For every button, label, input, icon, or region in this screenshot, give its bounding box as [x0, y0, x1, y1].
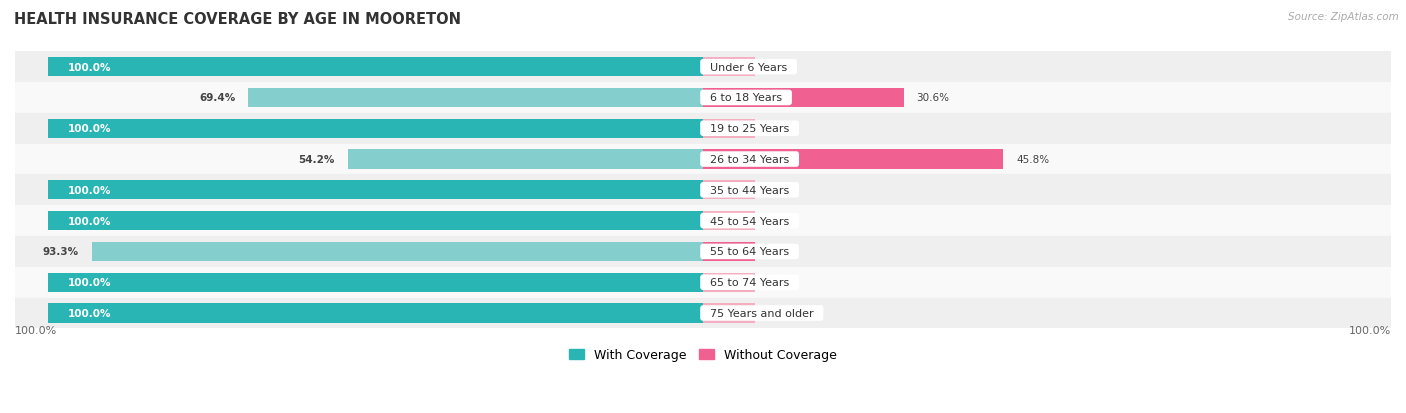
Text: 69.4%: 69.4% [198, 93, 235, 103]
Text: 0.0%: 0.0% [769, 62, 794, 72]
Text: HEALTH INSURANCE COVERAGE BY AGE IN MOORETON: HEALTH INSURANCE COVERAGE BY AGE IN MOOR… [14, 12, 461, 27]
Bar [15, 206, 1391, 237]
Bar [48, 273, 703, 292]
Bar [703, 119, 755, 138]
Text: 54.2%: 54.2% [298, 154, 335, 165]
Bar [15, 175, 1391, 206]
Bar [703, 181, 755, 200]
Text: 100.0%: 100.0% [67, 62, 111, 72]
Bar [703, 89, 904, 108]
Text: 19 to 25 Years: 19 to 25 Years [703, 124, 796, 134]
Bar [703, 58, 755, 77]
Bar [48, 181, 703, 200]
Bar [703, 211, 755, 230]
Text: 0.0%: 0.0% [769, 308, 794, 318]
Bar [703, 242, 755, 261]
Text: 0.0%: 0.0% [769, 124, 794, 134]
Text: 100.0%: 100.0% [67, 278, 111, 287]
Bar [48, 58, 703, 77]
Bar [91, 242, 703, 261]
Bar [15, 237, 1391, 267]
Text: 55 to 64 Years: 55 to 64 Years [703, 247, 796, 257]
Bar [15, 267, 1391, 298]
Text: 0.0%: 0.0% [769, 185, 794, 195]
Bar [15, 114, 1391, 144]
Text: 75 Years and older: 75 Years and older [703, 308, 821, 318]
Text: 45 to 54 Years: 45 to 54 Years [703, 216, 796, 226]
Text: 26 to 34 Years: 26 to 34 Years [703, 154, 796, 165]
Bar [347, 150, 703, 169]
Text: 100.0%: 100.0% [15, 325, 58, 335]
Text: 100.0%: 100.0% [1348, 325, 1391, 335]
Bar [15, 298, 1391, 329]
Bar [15, 83, 1391, 114]
Text: 65 to 74 Years: 65 to 74 Years [703, 278, 796, 287]
Text: Source: ZipAtlas.com: Source: ZipAtlas.com [1288, 12, 1399, 22]
Text: 100.0%: 100.0% [67, 124, 111, 134]
Text: 35 to 44 Years: 35 to 44 Years [703, 185, 796, 195]
Text: 45.8%: 45.8% [1017, 154, 1049, 165]
Text: 0.0%: 0.0% [769, 278, 794, 287]
Bar [48, 211, 703, 230]
Bar [703, 304, 755, 323]
Text: Under 6 Years: Under 6 Years [703, 62, 794, 72]
Text: 100.0%: 100.0% [67, 185, 111, 195]
Bar [48, 119, 703, 138]
Legend: With Coverage, Without Coverage: With Coverage, Without Coverage [564, 344, 842, 367]
Bar [15, 144, 1391, 175]
Bar [249, 89, 703, 108]
Bar [703, 273, 755, 292]
Bar [15, 52, 1391, 83]
Text: 100.0%: 100.0% [67, 216, 111, 226]
Text: 100.0%: 100.0% [67, 308, 111, 318]
Text: 0.0%: 0.0% [769, 216, 794, 226]
Text: 6 to 18 Years: 6 to 18 Years [703, 93, 789, 103]
Text: 6.7%: 6.7% [769, 247, 794, 257]
Bar [703, 150, 1002, 169]
Text: 30.6%: 30.6% [917, 93, 949, 103]
Bar [48, 304, 703, 323]
Text: 93.3%: 93.3% [42, 247, 79, 257]
